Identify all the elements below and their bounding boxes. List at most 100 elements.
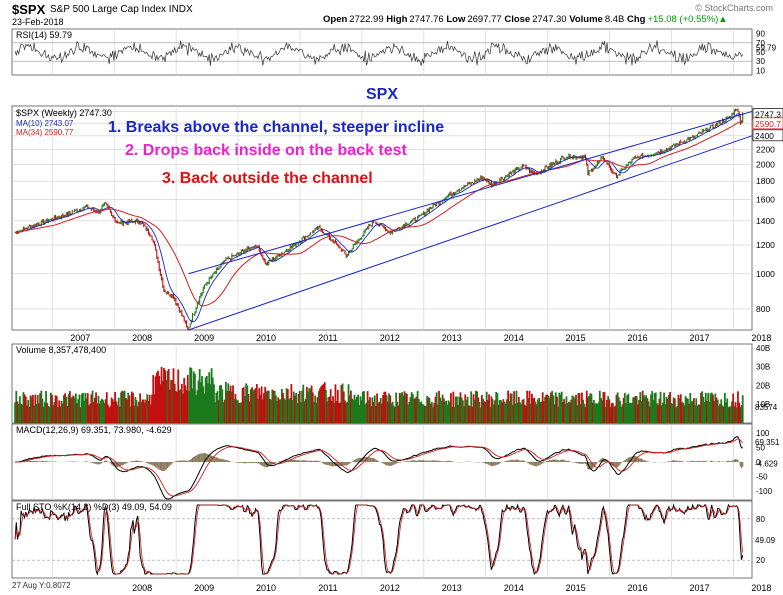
volume-panel [14, 366, 744, 423]
volume-bar [566, 403, 569, 423]
open-label: Open [323, 14, 348, 25]
macd-tick-label: -100 [756, 487, 773, 496]
sto-d-line [14, 504, 744, 575]
brand-watermark[interactable]: © StockCharts.com [695, 3, 773, 13]
volume-bar [141, 399, 144, 423]
price-tick-label: 1800 [756, 176, 775, 186]
volume-bar [400, 393, 402, 423]
volume-bar [594, 403, 596, 423]
volume-bar [646, 398, 649, 423]
volume-bar [51, 394, 53, 423]
sto-year-label: 2013 [442, 583, 462, 593]
price-year-label: 2017 [689, 333, 709, 343]
volume-bar [221, 389, 224, 423]
volume-bar [167, 369, 170, 423]
volume-bar [442, 398, 445, 423]
volume-bar [360, 400, 363, 423]
volume-bar [288, 399, 290, 423]
volume-bar [532, 398, 535, 423]
chg-label: Chg [627, 14, 646, 25]
spx-annotation: SPX [366, 86, 399, 103]
volume-bar [14, 402, 16, 423]
volume-bar [684, 396, 687, 423]
volume-bar [244, 396, 246, 423]
volume-bar [121, 390, 124, 423]
volume-bar [79, 407, 82, 423]
volume-bar [97, 395, 100, 423]
volume-bar [557, 406, 560, 423]
volume-bar [397, 405, 400, 423]
volume-bar [391, 401, 394, 423]
volume-bar [85, 398, 88, 423]
volume-bar [267, 390, 270, 423]
volume-bar [198, 368, 201, 423]
volume-bar [191, 388, 194, 423]
volume-bar [273, 390, 276, 423]
volume-bar [485, 391, 488, 423]
volume-bar [525, 405, 527, 423]
price-year-label: 2015 [566, 333, 586, 343]
volume-bar [478, 401, 481, 423]
volume-bar [99, 400, 102, 423]
rsi-tick-label: 90 [756, 30, 765, 39]
volume-bar [295, 393, 298, 423]
sto-tick-label: 80 [756, 515, 765, 524]
volume-bar [498, 400, 501, 423]
volume-bar [319, 388, 321, 423]
volume-bar [92, 402, 95, 423]
sto-year-label: 2009 [194, 583, 214, 593]
volume-bar [139, 393, 142, 423]
price-year-label: 2016 [628, 333, 648, 343]
volume-bar [313, 402, 315, 423]
volume-bar [303, 401, 306, 423]
volume-bar [623, 392, 626, 423]
volume-bar [242, 387, 245, 423]
volume-bar [735, 407, 738, 423]
volume-bar [614, 405, 617, 423]
volume-bar [226, 390, 228, 423]
volume-bar [330, 400, 333, 423]
volume-bar [526, 390, 529, 423]
volume-bar [43, 402, 46, 423]
volume-bar [73, 398, 76, 423]
volume-bar [682, 402, 685, 423]
volume-bar [286, 389, 289, 423]
price-tick-label: 2000 [756, 160, 775, 170]
volume-bar [739, 407, 742, 423]
volume-bar [679, 394, 682, 423]
volume-bar [382, 395, 384, 423]
volume-bar [677, 394, 680, 423]
volume-bar [722, 406, 725, 423]
volume-bar [20, 403, 22, 423]
volume-bar [567, 401, 570, 423]
rsi-line [14, 40, 744, 66]
volume-bar [432, 407, 434, 423]
annotation-back-outside: 3. Back outside the channel [162, 170, 373, 187]
volume-bar [398, 392, 401, 423]
volume-bar [201, 376, 203, 423]
volume-bar [321, 385, 324, 423]
volume-bar [296, 403, 299, 423]
volume-bar [235, 399, 238, 423]
volume-bar [458, 396, 461, 423]
volume-bar [533, 397, 536, 423]
volume-bar [712, 394, 714, 423]
volume-bar [249, 389, 252, 423]
price-tick-label: 2200 [756, 145, 775, 155]
volume-bar [110, 397, 113, 423]
macd-signal-line [15, 438, 744, 497]
volume-bar [370, 406, 373, 423]
volume-bar [650, 394, 652, 423]
volume-bar [297, 393, 300, 423]
volume-bar [585, 390, 588, 423]
macd-tick-label: 50 [756, 443, 765, 452]
volume-bar [29, 395, 32, 423]
volume-bar [338, 402, 340, 423]
volume-bar [606, 399, 608, 423]
volume-bar [182, 393, 184, 423]
volume-bar [467, 405, 470, 423]
volume-bar [463, 406, 465, 423]
volume-bar [591, 402, 594, 423]
rsi-panel [14, 40, 744, 66]
sto-year-label: 2010 [256, 583, 276, 593]
